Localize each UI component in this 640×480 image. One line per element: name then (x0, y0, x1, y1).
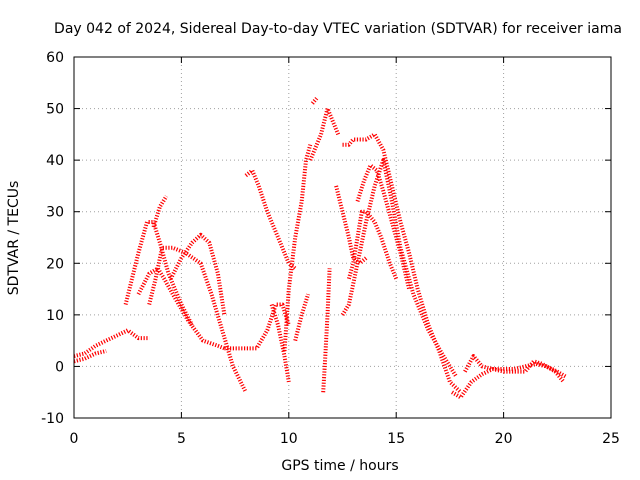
x-tick-label: 10 (280, 431, 298, 447)
series-arc-ten-rise (282, 144, 313, 352)
series-arc-eight (244, 168, 297, 270)
y-tick-label: 10 (46, 308, 64, 324)
y-tick-label: 20 (46, 256, 64, 272)
x-tick-label: 0 (70, 431, 79, 447)
y-tick-label: -10 (41, 411, 64, 427)
series-arc-six (168, 232, 227, 316)
series-arc-nine-drop (269, 303, 291, 383)
series-arc-eleven-vertical (321, 268, 332, 393)
x-axis-label: GPS time / hours (281, 458, 398, 474)
series-arc-early-low (73, 328, 150, 359)
series-arc-peak-4b (136, 266, 226, 351)
series-arc-peak-4d (147, 245, 248, 394)
series-arc-early-flat (73, 349, 107, 364)
x-tick-label: 25 (602, 431, 620, 447)
x-tick-label: 5 (177, 431, 186, 447)
plot-frame (73, 56, 612, 419)
y-tick-label: 40 (46, 153, 64, 169)
series-arc-tail-b (463, 354, 566, 384)
y-tick-label: 30 (46, 205, 64, 221)
series-arc-ten-low (293, 293, 311, 342)
series-arc-twelve-b (342, 132, 462, 394)
series-arc-eleven-peak (308, 106, 341, 161)
y-tick-label: 60 (46, 50, 64, 66)
x-tick-label: 20 (495, 431, 513, 447)
tick-labels: 0 5 10 15 20 25 -10 0 10 20 30 40 50 60 (41, 50, 620, 447)
data-series (73, 97, 567, 400)
axis-ticks (73, 56, 612, 419)
chart-title: Day 042 of 2024, Sidereal Day-to-day VTE… (54, 21, 622, 37)
series-arc-tail (450, 361, 567, 400)
y-tick-label: 0 (55, 359, 64, 375)
series-arc-thirteen-c (355, 163, 412, 290)
series-arc-twelve (334, 185, 368, 266)
series-arc-flat-7to8 (224, 302, 291, 351)
series-arc-thirteen-d (346, 209, 399, 280)
series-arc-thirteen (340, 158, 458, 378)
series-arc-eleven-spike (310, 97, 319, 105)
y-tick-label: 50 (46, 102, 64, 118)
x-tick-label: 15 (387, 431, 405, 447)
y-axis-label: SDTVAR / TECUs (6, 181, 22, 296)
